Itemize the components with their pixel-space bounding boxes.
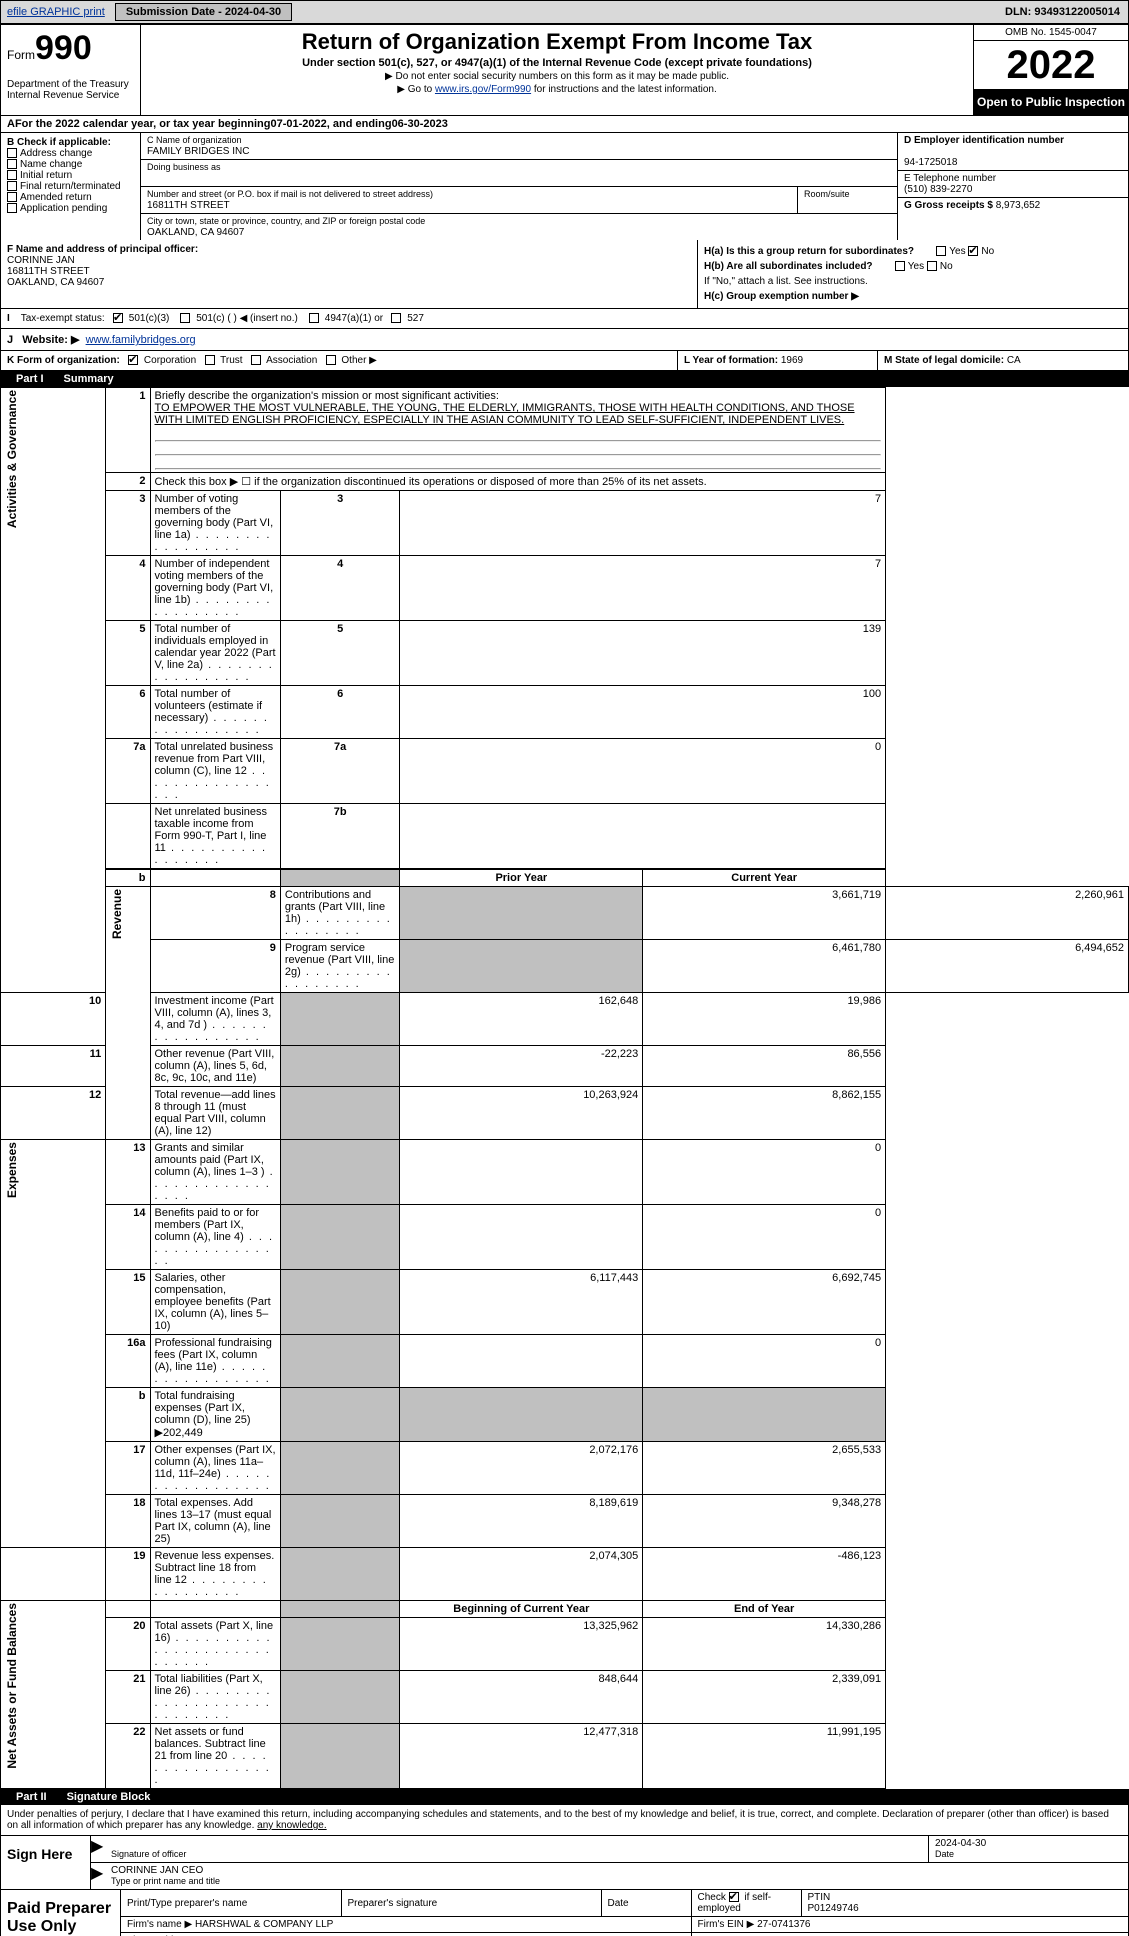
check-application-pending[interactable] — [7, 203, 17, 213]
state-domicile: CA — [1007, 355, 1021, 366]
l8-curr: 2,260,961 — [886, 887, 1129, 940]
side-net-assets: Net Assets or Fund Balances — [5, 1603, 19, 1769]
check-527[interactable] — [391, 313, 401, 323]
form-note1: Do not enter social security numbers on … — [147, 71, 967, 82]
l8-prior: 3,661,719 — [643, 887, 886, 940]
website-row: J Website: ▶ www.familybridges.org — [0, 329, 1129, 351]
check-initial-return[interactable] — [7, 170, 17, 180]
efile-link[interactable]: efile GRAPHIC print — [1, 4, 111, 20]
line-a: A For the 2022 calendar year, or tax yea… — [0, 116, 1129, 133]
l4-val: 7 — [400, 556, 886, 621]
ha-yes[interactable] — [936, 246, 946, 256]
treasury-dept: Department of the Treasury — [7, 79, 134, 90]
paid-preparer-block: Paid Preparer Use Only Print/Type prepar… — [0, 1890, 1129, 1936]
form-title: Return of Organization Exempt From Incom… — [147, 29, 967, 55]
check-other[interactable] — [326, 355, 336, 365]
sign-here-label: Sign Here — [1, 1836, 91, 1889]
check-corp[interactable] — [128, 355, 138, 365]
officer-name: CORINNE JAN — [7, 255, 75, 266]
ein: 94-1725018 — [904, 157, 957, 168]
check-self-employed[interactable] — [729, 1892, 739, 1902]
side-revenue: Revenue — [110, 889, 124, 939]
website-link[interactable]: www.familybridges.org — [86, 334, 196, 346]
l6-val: 100 — [400, 686, 886, 739]
klm-row: K Form of organization: Corporation Trus… — [0, 351, 1129, 371]
check-final-return[interactable] — [7, 181, 17, 191]
l7a-val: 0 — [400, 739, 886, 804]
submission-date-button[interactable]: Submission Date - 2024-04-30 — [115, 3, 292, 21]
side-expenses: Expenses — [5, 1142, 19, 1198]
f-h-section: F Name and address of principal officer:… — [0, 240, 1129, 309]
org-name: FAMILY BRIDGES INC — [147, 146, 249, 157]
firm-addr1: 11405 W BERNARDO CT STE A — [206, 1935, 352, 1936]
irs-link[interactable]: www.irs.gov/Form990 — [435, 84, 531, 95]
firm-ein: 27-0741376 — [757, 1919, 810, 1930]
org-street: 16811TH STREET — [147, 200, 230, 211]
tax-year: 2022 — [974, 41, 1128, 89]
officer-name-title: CORINNE JAN CEO — [111, 1865, 203, 1876]
l3-val: 7 — [400, 491, 886, 556]
check-address-change[interactable] — [7, 148, 17, 158]
open-inspection: Open to Public Inspection — [974, 89, 1128, 115]
org-city: OAKLAND, CA 94607 — [147, 227, 244, 238]
check-501c3[interactable] — [113, 313, 123, 323]
mission-text: TO EMPOWER THE MOST VULNERABLE, THE YOUN… — [155, 402, 855, 426]
gross-receipts: 8,973,652 — [996, 200, 1041, 211]
check-4947[interactable] — [309, 313, 319, 323]
year-formation: 1969 — [781, 355, 803, 366]
paid-preparer-label: Paid Preparer Use Only — [1, 1890, 121, 1936]
ptin: P01249746 — [808, 1903, 859, 1914]
ha-no[interactable] — [968, 246, 978, 256]
b-label: B Check if applicable: — [7, 137, 111, 148]
part2-header: Part II Signature Block — [0, 1789, 1129, 1805]
firm-name: HARSHWAL & COMPANY LLP — [195, 1919, 333, 1930]
tax-exempt-status: I Tax-exempt status: 501(c)(3) 501(c) ( … — [0, 309, 1129, 329]
part1-header: Part I Summary — [0, 371, 1129, 387]
sig-date: 2024-04-30 — [935, 1838, 986, 1849]
check-trust[interactable] — [205, 355, 215, 365]
check-name-change[interactable] — [7, 159, 17, 169]
topbar: efile GRAPHIC print Submission Date - 20… — [0, 0, 1129, 24]
form-note2: Go to www.irs.gov/Form990 for instructio… — [147, 84, 967, 95]
l16b-val: 202,449 — [163, 1427, 203, 1439]
check-assoc[interactable] — [251, 355, 261, 365]
bcd-section: B Check if applicable: Address change Na… — [0, 133, 1129, 240]
sign-here-block: Sign Here ▶ Signature of officer 2024-04… — [0, 1835, 1129, 1890]
check-501c[interactable] — [180, 313, 190, 323]
form-subtitle: Under section 501(c), 527, or 4947(a)(1)… — [147, 57, 967, 69]
check-amended-return[interactable] — [7, 192, 17, 202]
l5-val: 139 — [400, 621, 886, 686]
hb-no[interactable] — [927, 261, 937, 271]
omb-number: OMB No. 1545-0047 — [974, 25, 1128, 41]
form-label: Form — [7, 48, 35, 62]
hb-yes[interactable] — [895, 261, 905, 271]
form-number: 990 — [35, 29, 92, 67]
form-header: Form990 Department of the Treasury Inter… — [0, 24, 1129, 116]
irs-label: Internal Revenue Service — [7, 90, 134, 101]
side-activities: Activities & Governance — [5, 390, 19, 528]
summary-table: Activities & Governance 1 Briefly descri… — [0, 387, 1129, 1789]
phone: (510) 839-2270 — [904, 184, 972, 195]
l7b-val — [400, 804, 886, 870]
dln-label: DLN: 93493122005014 — [1005, 6, 1128, 18]
